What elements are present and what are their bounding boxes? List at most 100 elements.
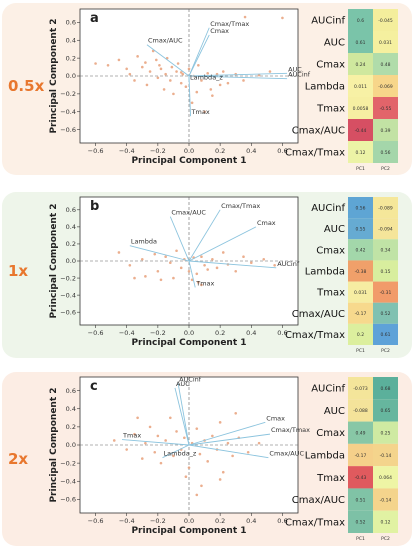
x-axis-label: Principal Component 1 [131, 338, 246, 348]
score-point [169, 416, 172, 420]
heatmap-cell-value: -0.073 [353, 386, 368, 392]
score-point [175, 430, 178, 433]
loading-label: Tmax [191, 108, 210, 116]
score-point [94, 62, 97, 65]
y-tick-label: −0.2 [60, 459, 76, 467]
heatmap-cell-value: 0.011 [354, 84, 367, 90]
y-tick-label: 0.4 [66, 36, 76, 44]
heatmap-cell [373, 302, 398, 324]
y-tick-label: 0.6 [66, 19, 76, 27]
y-tick-label: 0.2 [66, 240, 76, 248]
score-point [197, 63, 200, 67]
score-point [234, 411, 238, 415]
x-tick-label: 0.6 [277, 517, 287, 525]
heatmap-cell-value: 0.61 [355, 40, 365, 46]
heatmap-cell-value: 0.34 [380, 248, 390, 254]
heatmap-row-label: AUCinf [311, 16, 345, 27]
score-point [125, 67, 129, 71]
loading-label: AUCinf [277, 260, 300, 268]
heatmap-row-label: Cmax/AUC [292, 126, 345, 137]
loading-arrow [174, 387, 190, 446]
x-tick-label: −0.2 [150, 147, 166, 155]
score-point [195, 493, 199, 497]
heatmap-row-label: Cmax/AUC [292, 309, 345, 320]
score-point [133, 79, 136, 82]
score-point [218, 421, 222, 424]
loading-label: AUCinf [288, 71, 311, 79]
heatmap-cell-value: 0.25 [380, 431, 390, 437]
y-tick-label: 0.4 [66, 223, 76, 231]
score-point [242, 79, 245, 82]
x-axis-label: Principal Component 1 [131, 526, 246, 536]
heatmap-cell [373, 197, 398, 219]
score-point [206, 268, 209, 271]
heatmap-cell-value: 0.0058 [353, 106, 369, 112]
score-point [242, 255, 245, 259]
score-point [197, 281, 200, 284]
loading-label: Lambda_z [164, 450, 197, 458]
heatmap-cell [348, 141, 373, 163]
heatmap-cell-value: -0.069 [378, 84, 393, 90]
score-point [211, 257, 214, 261]
y-tick-label: −0.4 [60, 291, 76, 299]
loading-label: Tmax [122, 432, 141, 440]
x-tick-label: −0.4 [119, 329, 135, 337]
score-point [218, 478, 222, 481]
heatmap-cell-value: 0.61 [380, 332, 390, 338]
heatmap-cell-value: 0.031 [379, 40, 392, 46]
heatmap-cell [373, 218, 398, 240]
x-tick-label: 0.0 [184, 517, 194, 525]
heatmap-cell [348, 377, 373, 400]
loading-arrow [188, 444, 269, 459]
score-point [246, 450, 250, 454]
score-point [140, 457, 144, 460]
heatmap-cell-value: 0.55 [355, 227, 365, 233]
score-point [226, 441, 230, 445]
score-point [221, 70, 225, 73]
score-point [198, 452, 202, 456]
score-point [144, 61, 147, 64]
score-point [164, 72, 167, 76]
heatmap-cell-value: -0.31 [380, 290, 392, 296]
heatmap-cell-value: 0.52 [355, 520, 365, 526]
x-tick-label: −0.6 [88, 517, 104, 525]
x-tick-label: −0.2 [150, 329, 166, 337]
score-point [155, 58, 158, 62]
heatmap-cell [348, 97, 373, 119]
heatmap-cell [348, 510, 373, 533]
y-tick-label: 0.0 [66, 257, 76, 265]
score-point [175, 249, 178, 253]
heatmap-cell [373, 97, 398, 119]
loading-label: Cmax [266, 414, 285, 422]
x-tick-label: 0.2 [215, 147, 225, 155]
heatmap-cell [373, 141, 398, 163]
score-point [179, 81, 183, 85]
score-point [117, 58, 121, 62]
loading-label: Cmax/AUC [269, 450, 304, 458]
heatmap-cell-value: 0.12 [380, 520, 390, 526]
score-point [268, 70, 272, 73]
heatmap-cell [373, 75, 398, 97]
chart-b: Cmax/AUC Cmax/Tmax Cmax Lambda AUCinf Tmax −0.… [49, 196, 398, 354]
heatmap-cell [373, 281, 398, 303]
score-point [231, 454, 234, 458]
score-point [249, 261, 253, 265]
score-point [133, 276, 136, 280]
heatmap-cell-value: 0.56 [380, 150, 390, 156]
x-tick-label: 0.2 [215, 329, 225, 337]
heatmap-row-label: Cmax [316, 245, 345, 256]
heatmap-cell [348, 239, 373, 261]
x-tick-label: 0.0 [184, 329, 194, 337]
heatmap-row-label: Lambda [305, 451, 345, 462]
score-point [117, 251, 121, 254]
x-tick-label: 0.6 [277, 147, 287, 155]
loading-arrow [188, 75, 288, 80]
score-point [184, 85, 188, 89]
x-tick-label: 0.2 [215, 517, 225, 525]
loading-arrow [188, 421, 266, 446]
heatmap-cell-value: 0.031 [354, 290, 367, 296]
heatmap-row-label: AUC [324, 224, 345, 235]
score-point [187, 466, 191, 469]
loading-label: AUC [288, 65, 302, 73]
heatmap-cell [373, 510, 398, 533]
